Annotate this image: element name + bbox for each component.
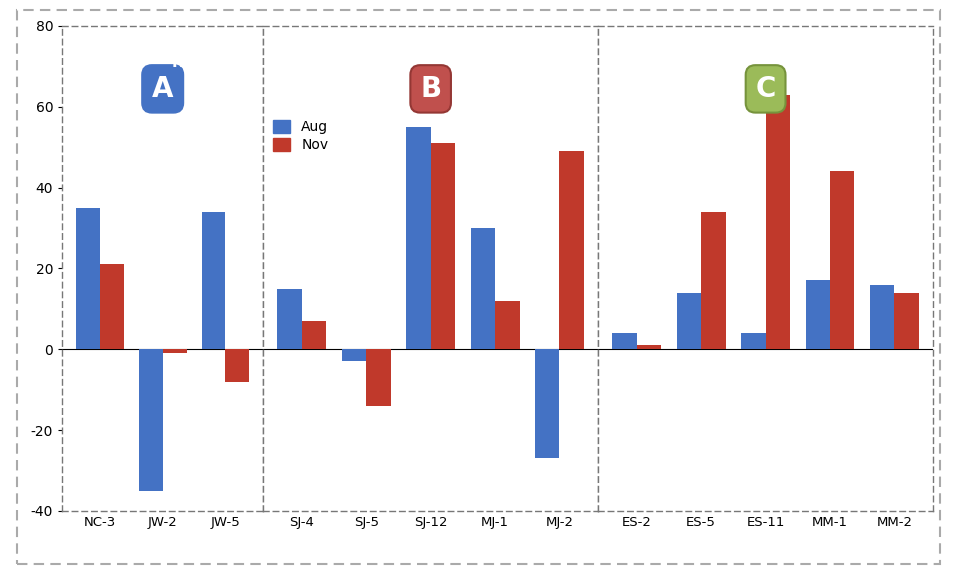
Bar: [76, 208, 100, 349]
Text: C: C: [755, 75, 776, 103]
Bar: [139, 349, 163, 491]
Bar: [535, 349, 560, 458]
Bar: [342, 349, 367, 361]
Bar: [367, 349, 390, 406]
Text: B: B: [420, 75, 441, 103]
Bar: [677, 293, 701, 349]
Bar: [202, 212, 226, 349]
Bar: [406, 127, 431, 349]
Bar: [226, 349, 250, 382]
Bar: [636, 345, 661, 349]
Bar: [766, 95, 790, 349]
Bar: [895, 293, 919, 349]
Bar: [100, 264, 123, 349]
Text: R: R: [785, 55, 796, 69]
Bar: [830, 172, 855, 349]
Bar: [560, 151, 584, 349]
Bar: [701, 212, 725, 349]
Text: R: R: [172, 55, 184, 69]
Bar: [431, 143, 456, 349]
Bar: [163, 349, 187, 353]
Text: R: R: [450, 55, 461, 69]
Bar: [806, 281, 830, 349]
Bar: [741, 333, 766, 349]
Bar: [612, 333, 636, 349]
Bar: [301, 321, 326, 349]
Text: A: A: [152, 75, 173, 103]
Bar: [278, 289, 301, 349]
Bar: [870, 285, 895, 349]
Legend: Aug, Nov: Aug, Nov: [274, 120, 328, 152]
Bar: [471, 228, 495, 349]
Bar: [495, 301, 520, 349]
